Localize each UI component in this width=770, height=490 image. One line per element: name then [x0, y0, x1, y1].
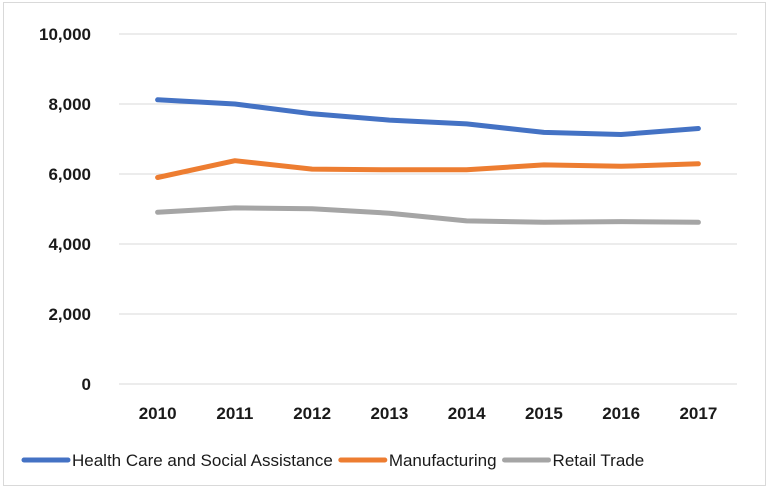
series-line — [155, 97, 701, 137]
y-tick-label: 10,000 — [39, 25, 91, 44]
y-tick-label: 0 — [82, 375, 91, 394]
x-tick-label: 2016 — [602, 404, 640, 423]
line-chart: 0 2,000 4,000 6,000 8,000 10,000 2010 2011 2012… — [21, 25, 737, 470]
x-tick-label: 2014 — [448, 404, 486, 423]
legend: Health Care and Social Assistance Manufac… — [21, 451, 645, 470]
x-tick-label: 2013 — [370, 404, 408, 423]
series-line — [155, 205, 701, 225]
x-tick-label: 2017 — [679, 404, 717, 423]
y-tick-label: 4,000 — [48, 235, 91, 254]
y-tick-label: 8,000 — [48, 95, 91, 114]
series-line — [155, 158, 701, 180]
x-tick-label: 2015 — [525, 404, 563, 423]
y-tick-label: 6,000 — [48, 165, 91, 184]
chart-frame: 0 2,000 4,000 6,000 8,000 10,000 2010 2011 2012… — [3, 2, 766, 486]
x-tick-label: 2012 — [293, 404, 331, 423]
series-lines — [155, 97, 701, 225]
y-tick-label: 2,000 — [48, 305, 91, 324]
x-axis-tick-labels: 2010 2011 2012 2013 2014 2015 2016 2017 — [139, 404, 718, 423]
y-axis-tick-labels: 0 2,000 4,000 6,000 8,000 10,000 — [39, 25, 91, 394]
x-tick-label: 2011 — [216, 404, 253, 423]
legend-label: Retail Trade — [553, 451, 645, 470]
legend-label: Manufacturing — [389, 451, 497, 470]
legend-label: Health Care and Social Assistance — [72, 451, 333, 470]
x-tick-label: 2010 — [139, 404, 177, 423]
